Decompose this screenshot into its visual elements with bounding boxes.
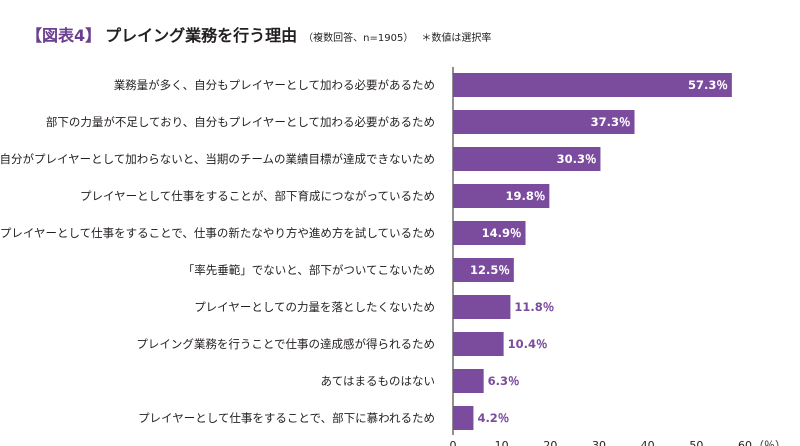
x-tick-label: 10 xyxy=(495,439,509,446)
x-tick-label: 30 xyxy=(592,439,606,446)
x-tick-label: 50 xyxy=(689,439,703,446)
data-label: 14.9％ xyxy=(482,226,522,240)
category-label: あてはまるものはない xyxy=(320,374,435,388)
x-tick-label: 0 xyxy=(450,439,457,446)
x-tick-label: 40 xyxy=(641,439,655,446)
chart-subtitle: （複数回答、n=1905） xyxy=(303,33,414,44)
bar xyxy=(453,406,474,430)
category-label: プレイヤーとして仕事をすることが、部下育成につながっているため xyxy=(80,189,435,203)
category-label: プレイヤーとしての力量を落としたくないため xyxy=(194,300,435,314)
bar xyxy=(453,73,732,97)
chart-title: 【図表4】 プレイング業務を行う理由 （複数回答、n=1905） ＊数値は選択率 xyxy=(26,22,491,46)
x-tick-label: 60 xyxy=(738,439,752,446)
category-label: プレイング業務を行うことで仕事の達成感が得られるため xyxy=(136,337,435,351)
bar xyxy=(453,110,635,134)
category-label: 業務量が多く、自分もプレイヤーとして加わる必要があるため xyxy=(114,78,435,92)
data-label: 6.3％ xyxy=(488,374,520,388)
category-label: 部下の力量が不足しており、自分もプレイヤーとして加わる必要があるため xyxy=(46,115,435,129)
chart-note: ＊数値は選択率 xyxy=(421,33,492,44)
data-label: 4.2％ xyxy=(477,411,509,425)
bar xyxy=(453,184,550,208)
data-label: 11.8％ xyxy=(514,300,554,314)
bar xyxy=(453,369,484,393)
category-label: プレイヤーとして仕事をすることで、仕事の新たなやり方や進め方を試しているため xyxy=(0,226,435,240)
data-label: 57.3％ xyxy=(688,78,728,92)
bar xyxy=(453,258,514,282)
bar xyxy=(453,332,504,356)
bar xyxy=(453,221,526,245)
x-axis-unit: （％） xyxy=(753,439,786,446)
bar xyxy=(453,295,511,319)
figure-tag: 【図表4】 xyxy=(26,26,102,45)
category-label: 「率先垂範」でないと、部下がついてこないため xyxy=(183,263,435,277)
page-title: プレイング業務を行う理由 xyxy=(105,26,298,45)
data-label: 12.5％ xyxy=(470,263,510,277)
bar xyxy=(453,147,601,171)
data-label: 37.3％ xyxy=(591,115,631,129)
data-label: 19.8％ xyxy=(505,189,545,203)
data-label: 10.4％ xyxy=(508,337,548,351)
data-label: 30.3％ xyxy=(557,152,597,166)
category-label: プレイヤーとして仕事をすることで、部下に慕われるため xyxy=(138,411,435,425)
category-label: 自分がプレイヤーとして加わらないと、当期のチームの業績目標が達成できないため xyxy=(0,152,435,166)
x-tick-label: 20 xyxy=(543,439,557,446)
